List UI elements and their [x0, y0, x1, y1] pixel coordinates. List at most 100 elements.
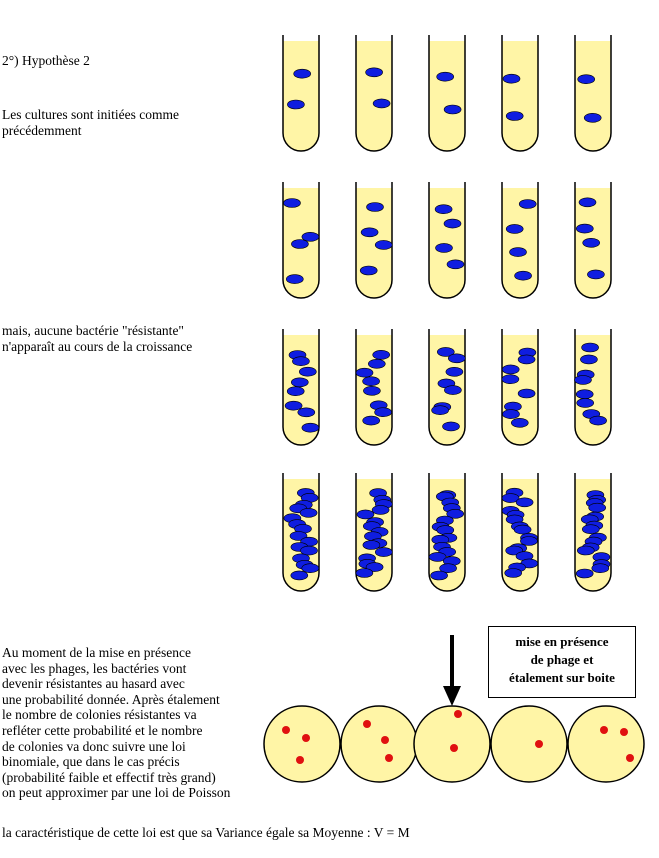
bacterium [576, 545, 595, 556]
down-arrow-icon [443, 635, 461, 706]
bacterium [287, 99, 305, 110]
bacterium [517, 354, 536, 365]
bacterium [588, 502, 607, 513]
tube-outline [355, 182, 393, 299]
bacterium [501, 493, 520, 503]
colony [450, 744, 458, 752]
petri-plate [340, 705, 418, 783]
bacterium [362, 415, 381, 426]
culture-tube [501, 329, 539, 446]
bacterium [580, 354, 598, 365]
intro-line: précédemment [2, 122, 82, 138]
colony [363, 720, 371, 728]
tube-outline [428, 35, 466, 152]
tube-medium [502, 188, 538, 298]
explanation-line: une probabilité donnée. Après étalement [2, 691, 220, 707]
bacterium [359, 265, 378, 276]
bacterium [446, 508, 465, 519]
bacterium [297, 407, 316, 418]
bacterium [284, 400, 303, 411]
bacterium [301, 563, 320, 574]
no-resistance-line: mais, aucune bactérie "résistante" [2, 323, 184, 338]
tube-medium [429, 188, 465, 298]
bacterium [442, 421, 460, 432]
petri-plate [490, 705, 568, 783]
petri-plates [263, 705, 645, 783]
bacterium [301, 422, 320, 433]
bacterium [283, 198, 301, 208]
bacterium [514, 270, 532, 281]
bacterium [518, 199, 537, 209]
bacterium [355, 367, 374, 378]
bacterium [430, 570, 448, 581]
culture-tube [355, 329, 393, 446]
tube-medium [575, 41, 611, 151]
culture-tube [501, 473, 539, 592]
bacterium [501, 364, 520, 375]
colony [282, 726, 290, 734]
bacterium [374, 547, 393, 557]
bacterium [447, 353, 466, 364]
culture-tube [282, 182, 320, 299]
tube-outline [574, 473, 612, 592]
culture-tube [574, 329, 612, 446]
no-resistance-line: n'apparaît au cours de la croissance [2, 338, 193, 354]
bacterium [286, 386, 305, 397]
bacterium [504, 568, 523, 578]
bacterium [372, 349, 391, 360]
colony [454, 710, 462, 718]
tube-medium [283, 41, 319, 151]
heading: 2°) Hypothèse 2 [2, 53, 90, 68]
tube-medium [429, 41, 465, 151]
tube-outline [282, 182, 320, 299]
culture-tube [428, 182, 466, 299]
tube-outline [428, 329, 466, 446]
tube-outline [501, 35, 539, 152]
plate-disc [413, 705, 491, 783]
bacterium [360, 227, 379, 238]
colony [385, 754, 393, 762]
colony [296, 756, 304, 764]
bacterium [439, 563, 457, 574]
bacterium [372, 98, 391, 109]
bacterium [581, 342, 599, 353]
culture-tube [501, 182, 539, 299]
bacterium [581, 524, 600, 535]
culture-tube [574, 35, 612, 152]
bacterium [290, 377, 309, 388]
colony [535, 740, 543, 748]
bacterium [298, 366, 317, 377]
label-line: de phage et [530, 652, 594, 667]
bacterium [428, 552, 447, 562]
bacterium [366, 202, 384, 212]
plate-disc [340, 705, 418, 783]
colony [600, 726, 608, 734]
bacterium [292, 356, 310, 367]
no-resistance-text: mais, aucune bactérie "résistante" n'app… [2, 323, 192, 355]
culture-tube [428, 473, 466, 592]
tube-medium [502, 41, 538, 151]
bacterium [299, 507, 318, 518]
petri-plate [567, 705, 645, 783]
plate-disc [567, 705, 645, 783]
explanation-line: refléter cette probabilité et le nombre [2, 722, 203, 738]
culture-tube [355, 473, 393, 592]
intro-text: Les cultures sont initiées comme précéde… [2, 107, 179, 139]
bacterium [365, 562, 384, 572]
colony [626, 754, 634, 762]
label-line: mise en présence [515, 634, 609, 649]
culture-tube [282, 329, 320, 446]
bacterium [290, 570, 309, 581]
bacterium [431, 405, 449, 416]
tube-outline [574, 35, 612, 152]
tube-outline [282, 329, 320, 446]
bacterium [435, 243, 453, 253]
tube-outline [282, 35, 320, 152]
tube-medium [356, 41, 392, 151]
tube-outline [282, 473, 320, 592]
bacterium [575, 389, 594, 400]
tube-outline [428, 473, 466, 592]
bacterium [374, 407, 392, 418]
bacterium [443, 104, 462, 115]
conclusion-text: la caractéristique de cette loi est que … [2, 825, 410, 840]
